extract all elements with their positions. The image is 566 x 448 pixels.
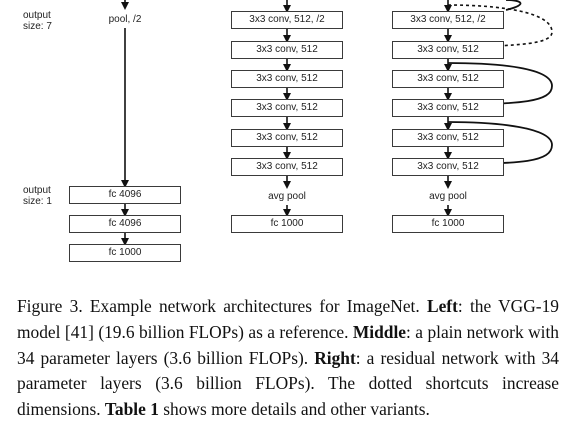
avg-pool-label: avg pool xyxy=(429,191,467,202)
conv-box: 3x3 conv, 512 xyxy=(231,158,343,176)
connector-lines xyxy=(121,0,553,246)
pool-label: pool, /2 xyxy=(108,14,142,25)
caption-left-bold: Left xyxy=(426,296,458,316)
caption-right-text: : a residual network with 34 parameter l… xyxy=(17,347,559,420)
conv-box: 3x3 conv, 512 xyxy=(231,41,343,59)
conv-box: 3x3 conv, 512 xyxy=(392,129,504,147)
figure-caption: Figure 3. Example network architectures … xyxy=(17,294,559,423)
caption-left-text: : the VGG-19 model [41] (19.6 billion FL… xyxy=(17,296,559,342)
avg-pool-label: avg pool xyxy=(268,191,306,202)
size-label: size: 1 xyxy=(23,196,52,207)
conv-box: 3x3 conv, 512 xyxy=(392,70,504,88)
caption-table-bold: Table 1 xyxy=(104,399,159,420)
conv-box: 3x3 conv, 512 xyxy=(392,99,504,117)
conv-box: 3x3 conv, 512 xyxy=(231,70,343,88)
caption-middle-bold: Middle xyxy=(352,321,407,342)
fc-box: fc 1000 xyxy=(392,215,504,233)
fc-box: fc 1000 xyxy=(69,244,181,262)
caption-middle-text: : a plain network with 34 parameter laye… xyxy=(17,321,559,368)
conv-box: 3x3 conv, 512 xyxy=(231,129,343,147)
conv-box: 3x3 conv, 512 xyxy=(231,99,343,117)
output-label: output xyxy=(23,10,51,21)
fc-box: fc 4096 xyxy=(69,215,181,233)
shortcut-solid-1 xyxy=(447,62,553,109)
output-label: output xyxy=(23,185,51,196)
caption-prefix: Figure 3. Example network architectures … xyxy=(17,296,427,316)
fc-box: fc 4096 xyxy=(69,186,181,204)
caption-table-text: shows more details and other variants. xyxy=(158,399,430,420)
output-size-7-label: output size: 7 xyxy=(23,10,52,32)
output-size-1-label: output size: 1 xyxy=(23,185,52,207)
fc-box: fc 1000 xyxy=(231,215,343,233)
conv-box: 3x3 conv, 512, /2 xyxy=(231,11,343,29)
shortcut-solid-2 xyxy=(447,121,553,168)
caption-right-bold: Right xyxy=(314,347,356,368)
conv-box: 3x3 conv, 512, /2 xyxy=(392,11,504,29)
size-label: size: 7 xyxy=(23,21,52,32)
conv-box: 3x3 conv, 512 xyxy=(392,41,504,59)
conv-box: 3x3 conv, 512 xyxy=(392,158,504,176)
architecture-diagram: output size: 7 output size: 1 pool, /2 f… xyxy=(23,0,553,262)
shortcut-dotted xyxy=(447,4,553,51)
